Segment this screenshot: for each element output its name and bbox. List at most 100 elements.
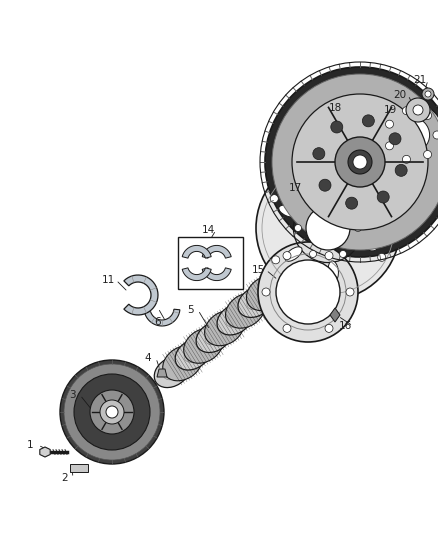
Polygon shape — [144, 309, 180, 326]
Circle shape — [262, 288, 270, 296]
Circle shape — [380, 103, 438, 167]
Text: 3: 3 — [69, 390, 75, 400]
Ellipse shape — [184, 328, 223, 364]
Circle shape — [362, 115, 374, 127]
Circle shape — [272, 256, 280, 264]
Text: 20: 20 — [393, 90, 406, 100]
Ellipse shape — [226, 293, 265, 328]
Ellipse shape — [175, 339, 211, 370]
Circle shape — [353, 155, 367, 169]
Text: 1: 1 — [27, 440, 33, 450]
Circle shape — [283, 325, 291, 333]
Circle shape — [385, 142, 393, 150]
Text: 17: 17 — [288, 183, 302, 193]
Circle shape — [354, 224, 361, 231]
Circle shape — [433, 131, 438, 139]
Circle shape — [406, 98, 430, 122]
Ellipse shape — [285, 247, 302, 261]
Text: 4: 4 — [145, 353, 151, 363]
Circle shape — [424, 111, 431, 119]
Circle shape — [106, 406, 118, 418]
Ellipse shape — [196, 321, 232, 352]
Polygon shape — [124, 275, 158, 315]
Circle shape — [385, 120, 393, 128]
Polygon shape — [157, 369, 167, 377]
Circle shape — [346, 197, 358, 209]
Circle shape — [283, 252, 291, 260]
Text: 21: 21 — [413, 75, 427, 85]
Text: 16: 16 — [339, 321, 352, 331]
Text: 2: 2 — [62, 473, 68, 483]
Ellipse shape — [267, 258, 307, 293]
Ellipse shape — [280, 251, 315, 282]
Polygon shape — [202, 268, 231, 280]
Circle shape — [74, 374, 150, 450]
Ellipse shape — [354, 195, 371, 209]
Circle shape — [310, 198, 317, 206]
Circle shape — [313, 148, 325, 160]
Circle shape — [258, 242, 358, 342]
Bar — [178, 237, 243, 289]
Circle shape — [389, 133, 401, 145]
Circle shape — [422, 88, 434, 100]
Ellipse shape — [259, 269, 294, 300]
Circle shape — [325, 252, 333, 260]
Ellipse shape — [328, 261, 339, 281]
Circle shape — [339, 198, 346, 206]
Text: 15: 15 — [251, 265, 265, 275]
Ellipse shape — [247, 276, 286, 311]
Circle shape — [276, 260, 340, 324]
Circle shape — [395, 164, 407, 176]
Polygon shape — [330, 308, 340, 322]
Circle shape — [394, 117, 430, 152]
Text: 19: 19 — [383, 105, 397, 115]
Circle shape — [425, 91, 431, 97]
Polygon shape — [182, 268, 211, 280]
Ellipse shape — [238, 286, 273, 318]
Ellipse shape — [205, 311, 244, 346]
Circle shape — [64, 364, 160, 460]
Ellipse shape — [217, 304, 253, 335]
Circle shape — [60, 360, 164, 464]
Circle shape — [424, 150, 431, 158]
Circle shape — [413, 105, 423, 115]
Circle shape — [90, 390, 134, 434]
Text: 18: 18 — [328, 103, 342, 113]
Circle shape — [335, 137, 385, 187]
Circle shape — [377, 191, 389, 203]
Ellipse shape — [358, 239, 377, 251]
Polygon shape — [202, 245, 231, 258]
Ellipse shape — [279, 205, 298, 217]
Circle shape — [270, 195, 278, 203]
Circle shape — [378, 253, 386, 261]
Circle shape — [272, 74, 438, 250]
Circle shape — [403, 107, 410, 115]
Circle shape — [403, 155, 410, 163]
Circle shape — [310, 251, 317, 257]
Circle shape — [325, 285, 333, 293]
Circle shape — [339, 251, 346, 257]
Circle shape — [376, 192, 384, 200]
Circle shape — [346, 288, 354, 296]
Circle shape — [292, 94, 428, 230]
Circle shape — [348, 150, 372, 174]
Circle shape — [265, 67, 438, 257]
Polygon shape — [40, 447, 50, 457]
Ellipse shape — [163, 346, 202, 381]
Text: 11: 11 — [101, 275, 115, 285]
Text: 5: 5 — [187, 305, 193, 315]
Circle shape — [325, 325, 333, 333]
Circle shape — [331, 121, 343, 133]
Circle shape — [294, 224, 301, 231]
Ellipse shape — [318, 175, 328, 195]
Bar — [70, 464, 88, 472]
Circle shape — [256, 156, 400, 300]
Circle shape — [319, 179, 331, 191]
Text: 6: 6 — [155, 317, 161, 327]
Circle shape — [100, 400, 124, 424]
Text: 14: 14 — [201, 225, 215, 235]
Polygon shape — [182, 245, 211, 258]
Circle shape — [322, 163, 331, 171]
Ellipse shape — [154, 357, 190, 387]
Circle shape — [306, 206, 350, 250]
